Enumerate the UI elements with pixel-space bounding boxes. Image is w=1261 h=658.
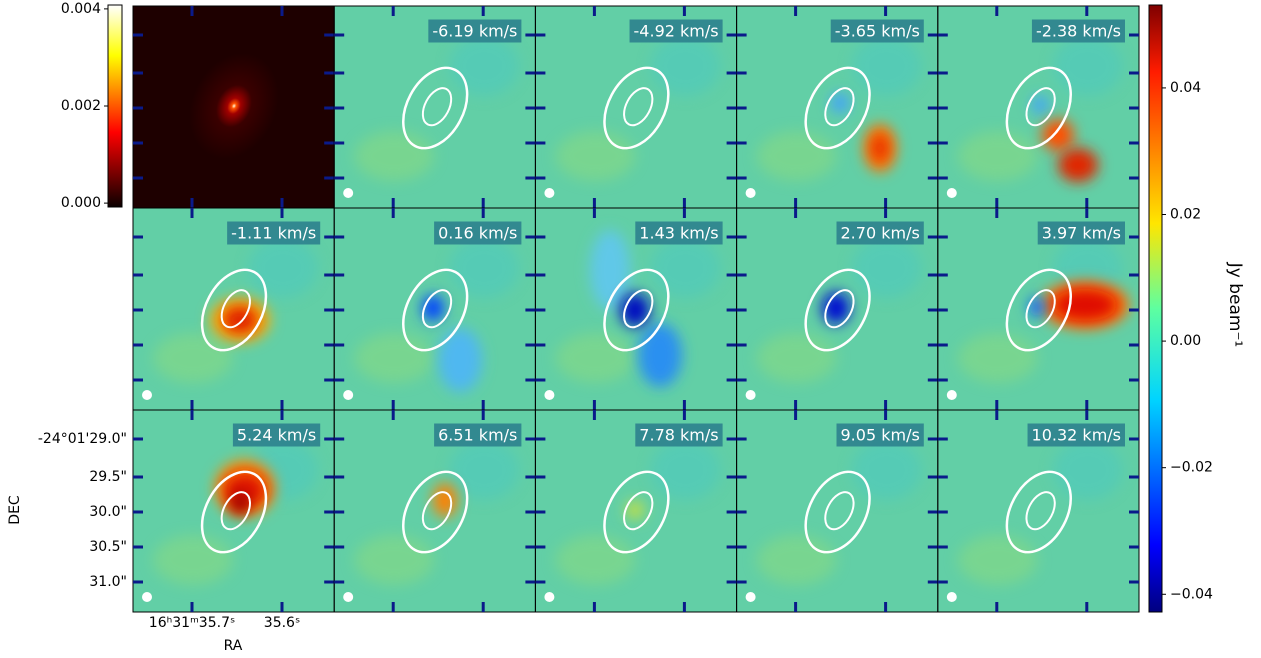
velocity-label: -6.19 km/s — [432, 22, 517, 41]
dec-tick-label: 30.0" — [89, 504, 127, 520]
colorbar — [108, 5, 122, 207]
emission — [871, 134, 889, 162]
emission — [1053, 289, 1117, 321]
dec-tick-label: 31.0" — [89, 574, 127, 590]
emission — [1058, 148, 1098, 182]
colorbar-tick-label: 0.00 — [1170, 333, 1201, 349]
ra-tick-label: 16ʰ31ᵐ35.7ˢ — [149, 615, 235, 631]
noise — [757, 535, 837, 585]
velocity-label: 3.97 km/s — [1042, 224, 1121, 243]
dec-tick-label: -24°01'29.0" — [38, 431, 127, 447]
colorbar-label: Jy beam⁻¹ — [1225, 262, 1245, 348]
noise — [153, 333, 233, 383]
noise — [757, 131, 837, 181]
dec-label: DEC — [7, 495, 23, 525]
noise — [153, 535, 233, 585]
noise — [555, 535, 635, 585]
colorbar-tick-label: 0.002 — [61, 98, 101, 114]
colorbar-tick-label: 0.004 — [61, 1, 101, 17]
beam — [343, 390, 353, 400]
emission — [638, 323, 682, 387]
beam — [142, 390, 152, 400]
ra-label: RA — [224, 638, 243, 654]
velocity-label: -4.92 km/s — [634, 22, 719, 41]
emission — [438, 328, 482, 392]
noise — [852, 36, 922, 96]
emission — [831, 93, 849, 113]
emission — [1032, 96, 1048, 114]
noise — [1053, 36, 1123, 96]
colorbar-tick-label: −0.04 — [1170, 586, 1213, 602]
beam — [142, 592, 152, 602]
figure: DEC RA Jy beam⁻¹ -6.19 km/s -4.92 km/s -3.… — [0, 0, 1261, 658]
noise — [354, 535, 434, 585]
noise — [958, 131, 1038, 181]
noise — [555, 333, 635, 383]
dec-tick-label: 30.5" — [89, 539, 127, 555]
noise — [852, 440, 922, 500]
velocity-label: 0.16 km/s — [438, 224, 517, 243]
velocity-label: 10.32 km/s — [1032, 426, 1121, 445]
noise — [650, 238, 720, 298]
velocity-label: 5.24 km/s — [237, 426, 316, 445]
noise — [449, 238, 519, 298]
velocity-label: 7.78 km/s — [639, 426, 718, 445]
noise — [757, 333, 837, 383]
emission — [433, 483, 457, 517]
velocity-label: 2.70 km/s — [841, 224, 920, 243]
colorbar-tick-label: 0.04 — [1170, 80, 1201, 96]
noise — [449, 440, 519, 500]
noise — [248, 238, 318, 298]
beam — [343, 592, 353, 602]
colorbar — [1149, 5, 1162, 612]
noise — [449, 36, 519, 96]
velocity-label: 9.05 km/s — [841, 426, 920, 445]
noise — [852, 238, 922, 298]
noise — [555, 131, 635, 181]
beam — [746, 390, 756, 400]
beam — [947, 592, 957, 602]
velocity-label: -2.38 km/s — [1036, 22, 1121, 41]
beam — [746, 592, 756, 602]
noise — [650, 36, 720, 96]
noise — [958, 333, 1038, 383]
velocity-label: -3.65 km/s — [835, 22, 920, 41]
emission — [1042, 119, 1074, 151]
beam — [544, 188, 554, 198]
colorbar-tick-label: 0.000 — [61, 195, 101, 211]
noise — [650, 440, 720, 500]
beam — [947, 390, 957, 400]
velocity-label: 1.43 km/s — [639, 224, 718, 243]
beam — [544, 390, 554, 400]
noise — [1053, 440, 1123, 500]
emission — [222, 306, 258, 334]
colorbar-tick-label: −0.02 — [1170, 460, 1213, 476]
velocity-label: 6.51 km/s — [438, 426, 517, 445]
colorbar-tick-label: 0.02 — [1170, 207, 1201, 223]
beam — [746, 188, 756, 198]
noise — [958, 535, 1038, 585]
velocity-label: -1.11 km/s — [231, 224, 316, 243]
beam — [343, 188, 353, 198]
dec-tick-label: 29.5" — [89, 469, 127, 485]
noise — [354, 333, 434, 383]
ra-tick-label: 35.6ˢ — [264, 615, 300, 631]
beam — [947, 188, 957, 198]
beam — [544, 592, 554, 602]
noise — [354, 131, 434, 181]
